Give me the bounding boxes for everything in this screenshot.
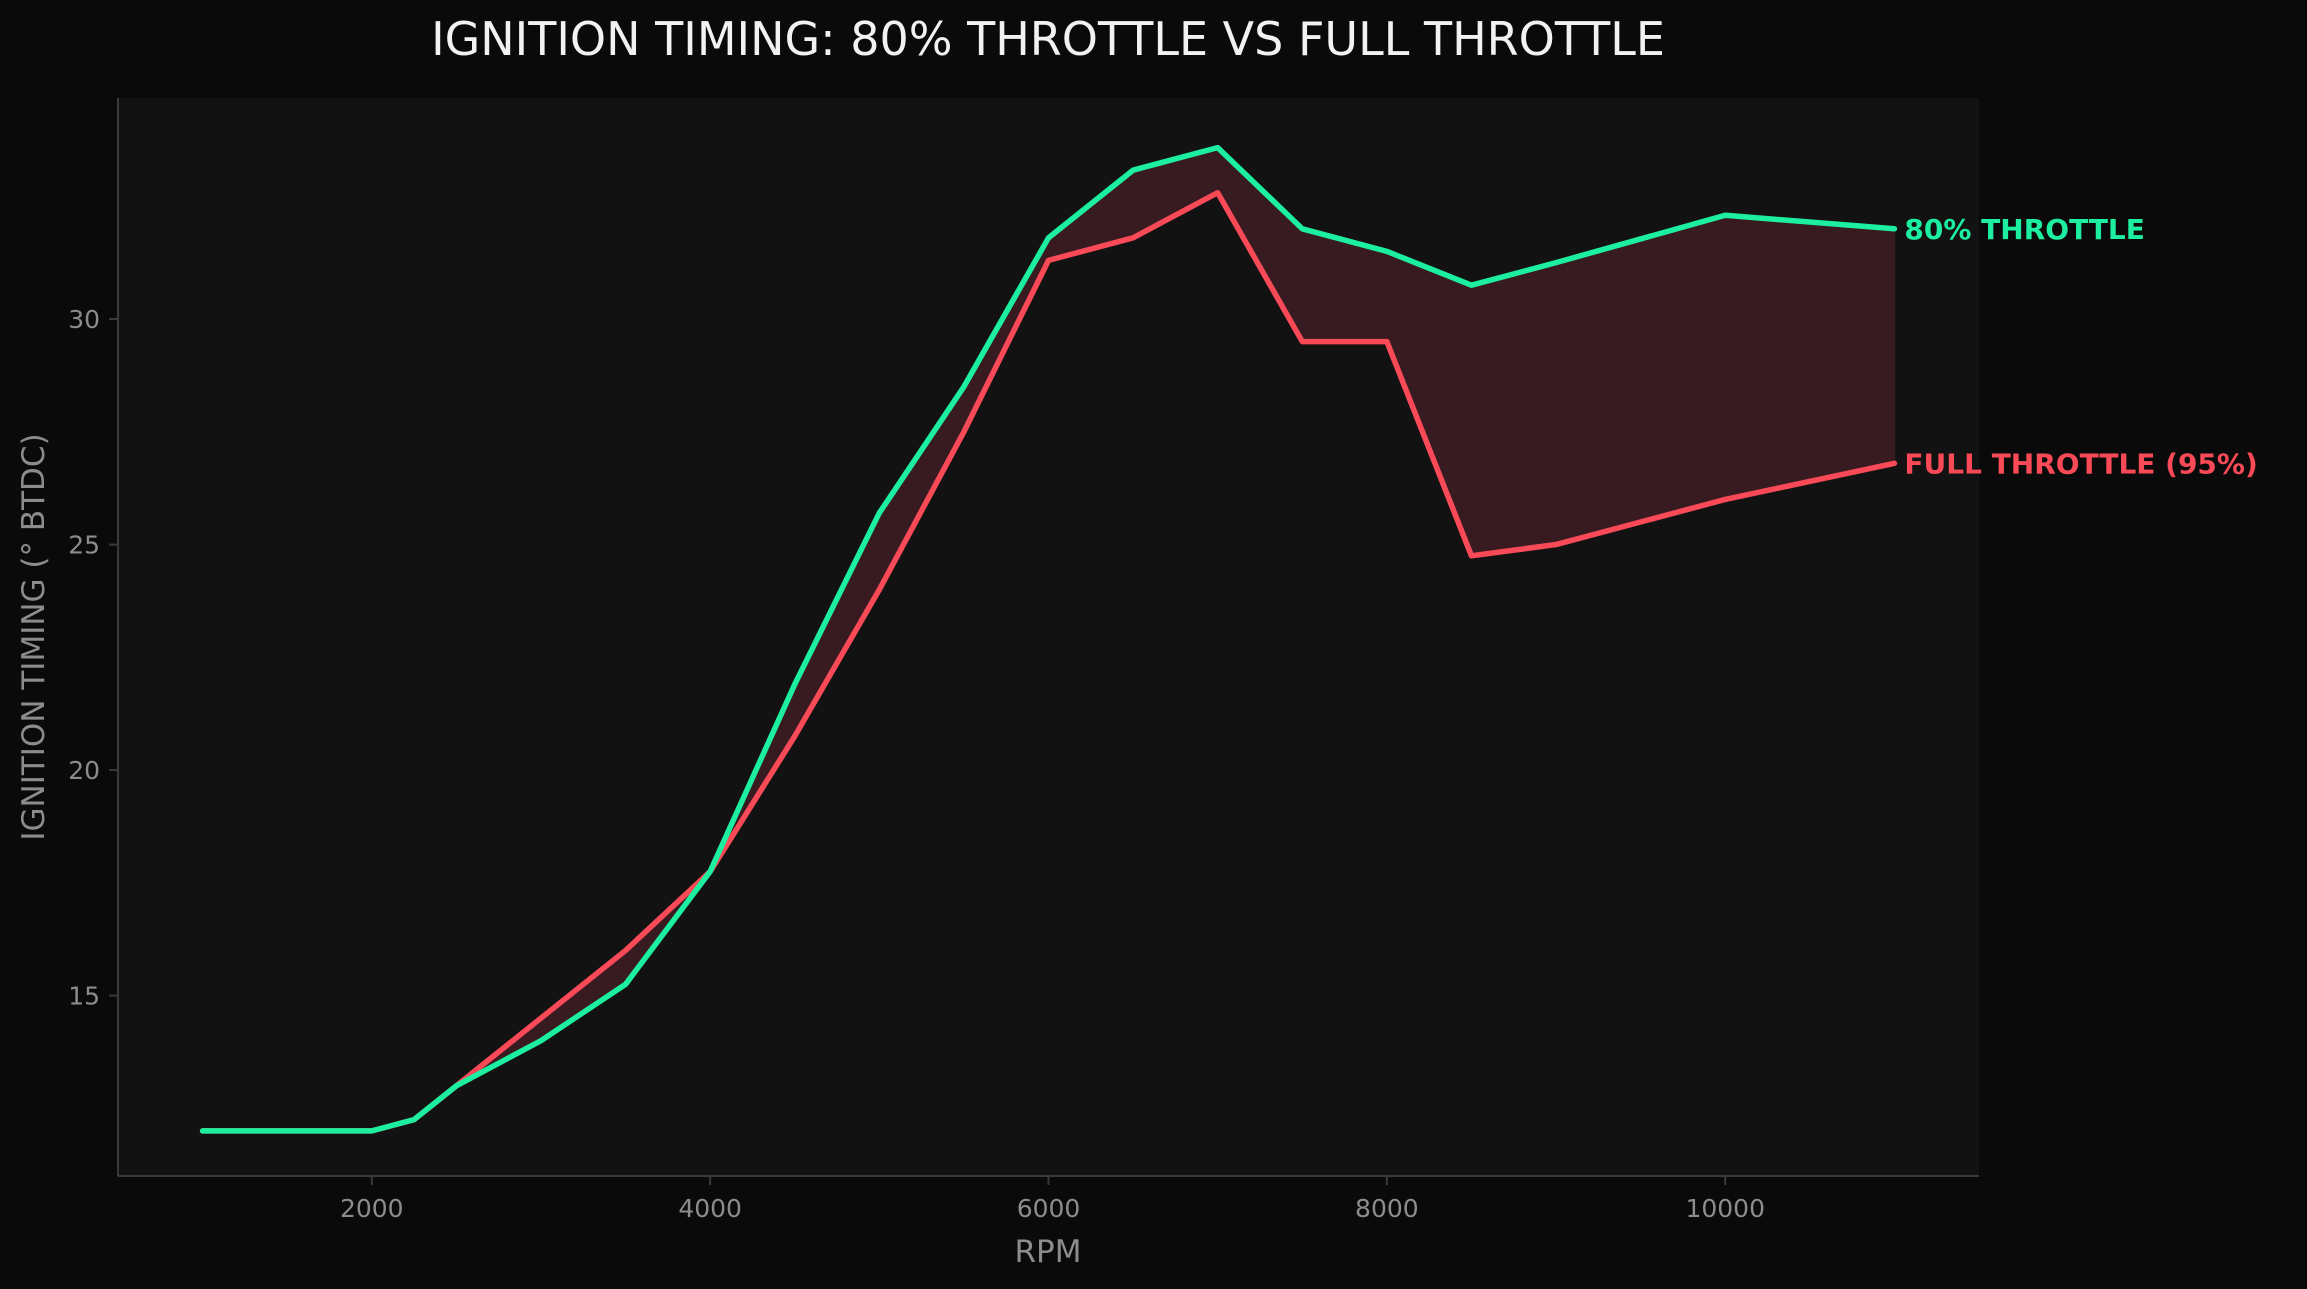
x-tick-label: 10000 (1685, 1194, 1765, 1223)
series-line-80-throttle (199, 144, 1898, 1134)
x-tick-label: 2000 (340, 1194, 404, 1223)
x-axis-label: RPM (1015, 1234, 1082, 1270)
y-axis-label: IGNITION TIMING (° BTDC) (16, 433, 52, 840)
y-tick-label: 25 (68, 531, 100, 560)
x-tick-label: 6000 (1017, 1194, 1081, 1223)
series-labels: 80% THROTTLE FULL THROTTLE (95%) (1904, 213, 2257, 481)
y-tick-label: 30 (68, 305, 100, 334)
x-tick-label: 4000 (678, 1194, 742, 1223)
series-lines (199, 144, 1898, 1134)
axis-ticks: 2000 4000 6000 8000 10000 15 20 25 30 (68, 305, 1765, 1223)
y-tick-label: 15 (68, 982, 100, 1011)
chart-title: IGNITION TIMING: 80% THROTTLE VS FULL TH… (431, 12, 1665, 66)
series-label-full-throttle: FULL THROTTLE (95%) (1904, 447, 2257, 480)
y-tick-label: 20 (68, 756, 100, 785)
x-tick-label: 8000 (1355, 1194, 1419, 1223)
series-label-80-throttle: 80% THROTTLE (1904, 213, 2144, 246)
